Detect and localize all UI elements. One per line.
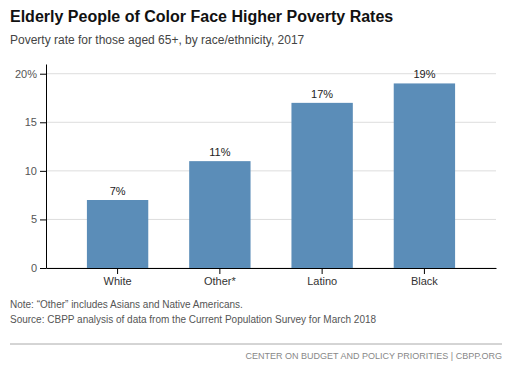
y-tick: 10	[25, 165, 46, 177]
x-tick-mark	[424, 268, 425, 274]
data-label: 19%	[413, 68, 435, 80]
x-tick-label: Latino	[307, 275, 337, 287]
footer: CENTER ON BUDGET AND POLICY PRIORITIES |…	[246, 351, 502, 361]
footer-rule	[10, 344, 502, 345]
notes: Note: “Other” includes Asians and Native…	[10, 299, 377, 325]
title: Elderly People of Color Face Higher Pove…	[10, 8, 393, 25]
y-tick-mark	[40, 219, 46, 220]
y-tick-mark	[40, 122, 46, 123]
x-tick-mark	[117, 268, 118, 274]
x-tick: White	[104, 268, 132, 287]
x-tick-label: Black	[411, 275, 438, 287]
x-tick-label: White	[104, 275, 132, 287]
x-tick-mark	[219, 268, 220, 274]
y-tick-label: 20%	[15, 68, 37, 80]
y-tick: 15	[25, 116, 46, 128]
subtitle: Poverty rate for those aged 65+, by race…	[10, 33, 305, 47]
plot: 0 5 10 15 20% White Other* Latino Black 7% 11% 17% 1…	[15, 65, 497, 287]
y-tick: 0	[31, 262, 46, 274]
y-axis: 0 5 10 15 20%	[15, 65, 47, 275]
chart-container: Elderly People of Color Face Higher Pove…	[0, 0, 512, 368]
x-tick: Latino	[307, 268, 337, 287]
data-label: 11%	[209, 146, 230, 158]
y-tick: 5	[31, 213, 46, 225]
chart-svg: Elderly People of Color Face Higher Pove…	[0, 0, 512, 368]
data-label: 17%	[311, 88, 333, 100]
y-tick-mark	[40, 74, 46, 75]
y-axis-line	[46, 65, 47, 269]
x-axis: White Other* Latino Black	[47, 268, 497, 287]
data-labels: 7% 11% 17% 19%	[110, 68, 436, 197]
x-tick: Black	[411, 268, 438, 287]
y-tick-label: 0	[31, 262, 37, 274]
x-tick-mark	[322, 268, 323, 274]
x-tick-label: Other*	[204, 275, 237, 287]
y-tick-label: 10	[25, 165, 37, 177]
grid	[46, 74, 496, 268]
y-tick: 20%	[15, 68, 46, 80]
bar	[291, 103, 352, 268]
bar	[394, 83, 455, 268]
bar	[189, 161, 250, 268]
y-tick-label: 15	[25, 116, 37, 128]
data-label: 7%	[110, 185, 126, 197]
y-tick-mark	[40, 171, 46, 172]
bars	[87, 83, 455, 268]
y-tick-label: 5	[31, 213, 37, 225]
note: Source: CBPP analysis of data from the C…	[10, 314, 377, 325]
y-tick-mark	[40, 268, 46, 269]
note: Note: “Other” includes Asians and Native…	[10, 299, 243, 310]
x-axis-line	[47, 268, 497, 269]
bar	[87, 200, 148, 268]
x-tick: Other*	[204, 268, 237, 287]
